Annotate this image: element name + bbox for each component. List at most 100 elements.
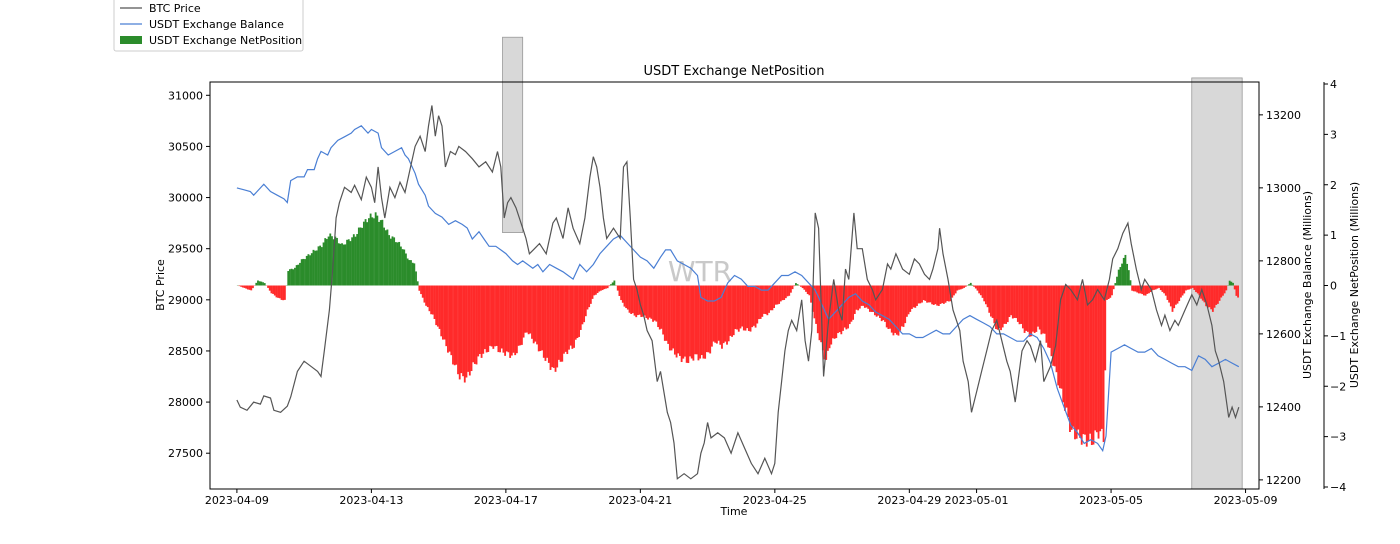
netposition-bar: [1174, 285, 1177, 305]
netposition-bar: [373, 218, 375, 286]
y-right2-tick-label: 0: [1330, 280, 1337, 293]
netposition-bar: [1020, 285, 1023, 324]
netposition-bar: [800, 285, 802, 287]
netposition-bar: [384, 230, 387, 286]
x-tick-label: 2023-05-05: [1079, 494, 1143, 507]
y-left-tick-label: 29000: [168, 294, 203, 307]
netposition-bar: [500, 285, 503, 349]
netposition-bar: [1215, 285, 1218, 305]
netposition-bar: [408, 260, 411, 286]
netposition-bar: [240, 285, 243, 287]
netposition-bar: [257, 280, 259, 286]
netposition-bar: [465, 285, 468, 378]
netposition-bar: [1050, 285, 1053, 357]
netposition-bar: [608, 285, 611, 287]
netposition-bar: [566, 285, 569, 355]
netposition-bar: [603, 285, 606, 290]
netposition-bar: [436, 285, 439, 327]
netposition-bar: [628, 285, 631, 313]
netposition-bar: [1210, 285, 1213, 310]
netposition-bar: [771, 285, 774, 311]
netposition-bar: [958, 285, 960, 290]
netposition-bar: [643, 285, 646, 316]
usdt-balance-line: [236, 125, 1240, 453]
netposition-bar: [942, 285, 945, 304]
netposition-bar: [410, 260, 412, 286]
netposition-bar: [894, 285, 897, 333]
netposition-bar: [1131, 285, 1134, 291]
netposition-bar: [1134, 285, 1137, 292]
netposition-bar: [963, 285, 965, 288]
netposition-bar: [277, 285, 280, 298]
netposition-bar: [1005, 285, 1007, 324]
netposition-bar: [416, 281, 419, 286]
netposition-bar: [1203, 285, 1206, 303]
legend-label-netposition: USDT Exchange NetPosition: [149, 34, 302, 47]
netposition-bar: [1069, 285, 1071, 432]
netposition-bar: [391, 236, 394, 286]
legend-label-balance: USDT Exchange Balance: [149, 18, 284, 31]
netposition-bar: [611, 282, 614, 286]
netposition-bar: [327, 236, 330, 286]
netposition-bar: [601, 285, 604, 291]
netposition-bar: [1042, 285, 1044, 334]
netposition-bar: [341, 243, 343, 286]
netposition-bar: [670, 285, 673, 351]
netposition-bar: [689, 285, 691, 357]
netposition-bar: [1126, 263, 1129, 286]
netposition-bar: [258, 281, 261, 286]
netposition-bar: [885, 285, 888, 328]
netposition-bar: [991, 285, 994, 318]
netposition-bar: [294, 267, 296, 286]
netposition-bar: [875, 285, 878, 317]
netposition-bar: [1095, 285, 1098, 433]
netposition-bar: [1132, 285, 1135, 292]
netposition-bar: [825, 285, 828, 360]
netposition-bar: [547, 285, 550, 363]
netposition-bar: [801, 285, 804, 289]
netposition-bar: [1205, 285, 1208, 307]
netposition-bar: [359, 227, 362, 286]
netposition-bar: [774, 285, 777, 305]
netposition-bar: [1006, 285, 1009, 323]
netposition-bar: [521, 285, 523, 345]
netposition-bar: [773, 285, 775, 309]
netposition-bar: [272, 285, 275, 294]
netposition-bar: [573, 285, 575, 348]
netposition-bar: [974, 285, 977, 289]
netposition-bar: [984, 285, 987, 305]
netposition-bar: [1153, 285, 1155, 290]
netposition-bar: [877, 285, 880, 316]
netposition-bar: [374, 212, 377, 286]
netposition-bar: [576, 285, 579, 339]
netposition-bar: [805, 285, 807, 292]
netposition-bar: [996, 285, 999, 330]
netposition-bar: [470, 285, 473, 372]
netposition-bar: [988, 285, 991, 313]
netposition-bar: [270, 285, 273, 294]
netposition-bar: [1102, 285, 1105, 443]
netposition-bar: [248, 285, 251, 290]
netposition-bar: [319, 245, 322, 286]
netposition-bar: [406, 258, 409, 286]
netposition-bar: [559, 285, 562, 362]
netposition-bar: [579, 285, 582, 330]
netposition-bar: [583, 285, 586, 323]
netposition-bar: [663, 285, 666, 341]
netposition-bar: [769, 285, 772, 311]
netposition-bar: [591, 285, 594, 299]
netposition-bar: [796, 284, 799, 286]
netposition-bar: [512, 285, 515, 353]
y-right1-axis-label: USDT Exchange Balance (Millions): [1301, 191, 1314, 379]
netposition-bar: [758, 285, 760, 320]
netposition-bar: [1176, 285, 1179, 304]
netposition-bar: [394, 242, 397, 286]
netposition-bar: [1173, 285, 1176, 309]
netposition-bar: [1114, 283, 1117, 286]
netposition-bar: [710, 285, 713, 347]
netposition-bar: [362, 221, 365, 286]
netposition-bar: [739, 285, 742, 329]
netposition-bar: [268, 285, 271, 291]
legend-label-btc: BTC Price: [149, 2, 201, 15]
netposition-bar: [280, 285, 283, 300]
